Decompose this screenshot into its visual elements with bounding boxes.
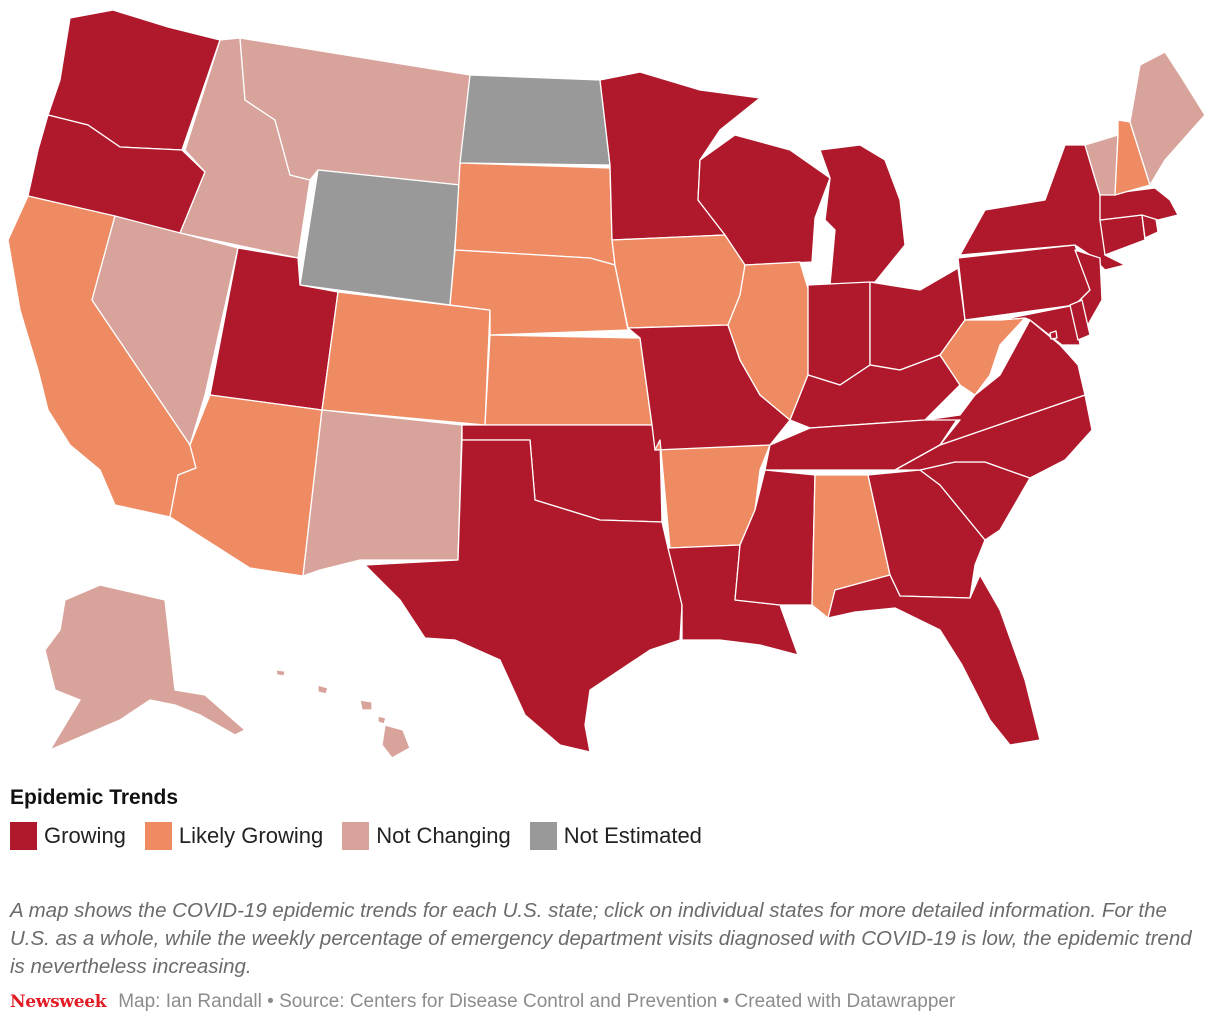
state-wi[interactable]	[697, 134, 831, 266]
state-ak[interactable]	[44, 584, 246, 751]
state-nh[interactable]	[1114, 119, 1151, 196]
map-caption: A map shows the COVID-19 epidemic trends…	[10, 899, 1192, 978]
state-va[interactable]	[924, 319, 1086, 446]
newsweek-logo[interactable]: Newsweek	[10, 992, 107, 1012]
legend-label-growing: Growing	[44, 823, 126, 848]
state-sd[interactable]	[454, 162, 616, 266]
legend-swatch-not-changing	[342, 822, 370, 850]
legend-item-not-changing[interactable]: Not Changing	[342, 822, 511, 850]
legend-item-likely-growing[interactable]: Likely Growing	[144, 822, 324, 850]
us-map	[7, 9, 1206, 759]
state-ma[interactable]	[1099, 187, 1179, 221]
state-wv[interactable]	[939, 317, 1026, 396]
state-tx[interactable]	[364, 439, 683, 753]
legend-swatch-not-estimated	[529, 822, 557, 850]
map-svg	[7, 9, 1206, 759]
legend-label-likely-growing: Likely Growing	[178, 823, 324, 848]
state-me[interactable]	[1129, 51, 1206, 186]
state-ne[interactable]	[449, 249, 629, 336]
state-wy[interactable]	[299, 169, 461, 306]
state-co[interactable]	[321, 291, 491, 426]
legend-label-not-estimated: Not Estimated	[563, 823, 702, 848]
legend-swatch-growing	[10, 822, 37, 850]
state-de[interactable]	[1069, 299, 1091, 341]
state-hi[interactable]	[275, 669, 411, 759]
footer: Newsweek Map: Ian Randall • Source: Cent…	[10, 991, 955, 1013]
state-il[interactable]	[727, 261, 811, 421]
state-nm[interactable]	[302, 409, 463, 577]
legend: Growing Likely Growing Not Changing Not …	[10, 822, 721, 850]
state-mi[interactable]	[819, 144, 906, 286]
legend-label-not-changing: Not Changing	[376, 823, 511, 848]
state-dc[interactable]	[1049, 330, 1058, 340]
state-ia[interactable]	[611, 234, 746, 329]
legend-swatch-likely-growing	[144, 822, 172, 850]
state-ct[interactable]	[1099, 214, 1146, 256]
legend-item-growing[interactable]: Growing	[10, 822, 126, 850]
state-tn[interactable]	[764, 414, 961, 471]
state-fl[interactable]	[827, 574, 1041, 746]
legend-item-not-estimated[interactable]: Not Estimated	[529, 822, 702, 850]
legend-title: Epidemic Trends	[10, 786, 179, 809]
footer-credits: Map: Ian Randall • Source: Centers for D…	[118, 991, 956, 1012]
state-ks[interactable]	[484, 334, 653, 426]
state-in[interactable]	[807, 281, 871, 386]
state-nd[interactable]	[459, 74, 611, 166]
state-nv[interactable]	[91, 215, 239, 446]
state-ky[interactable]	[789, 354, 961, 429]
